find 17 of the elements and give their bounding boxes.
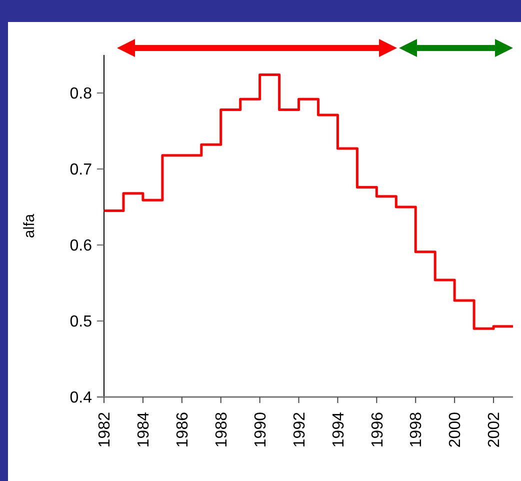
x-tick-label: 1988 [213,412,230,448]
x-tick-label: 1994 [330,412,348,448]
y-tick-label: 0.4 [70,390,92,407]
y-axis-title: alfa [21,213,38,238]
y-tick-label: 0.7 [70,162,92,179]
y-tick-label: 0.8 [70,86,92,103]
x-tick-label: 1982 [96,412,114,448]
x-tick-label: 1992 [291,412,308,448]
y-tick-label: 0.6 [70,238,92,255]
y-tick-label: 0.5 [70,314,92,331]
x-tick-label: 1986 [174,412,192,448]
x-tick-label: 1984 [136,412,153,448]
x-tick-label: 1998 [408,412,426,448]
x-tick-label: 1996 [369,412,386,448]
x-tick-label: 2002 [486,412,504,448]
x-tick-label: 1990 [252,412,270,448]
x-tick-label: 2000 [447,412,464,448]
